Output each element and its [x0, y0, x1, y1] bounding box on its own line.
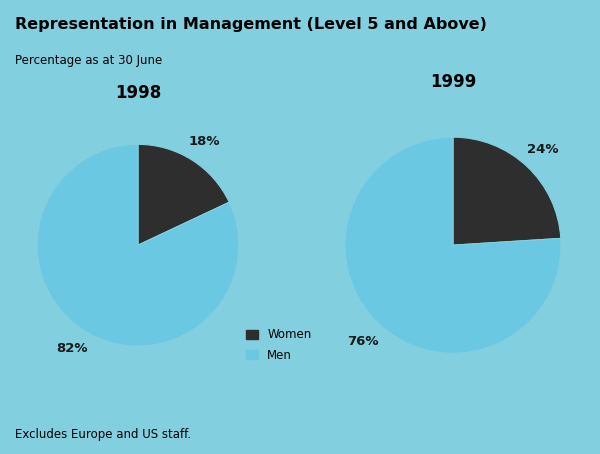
Text: 24%: 24% [527, 143, 559, 156]
Wedge shape [345, 137, 561, 353]
Text: Excludes Europe and US staff.: Excludes Europe and US staff. [15, 428, 191, 440]
Wedge shape [138, 144, 229, 245]
Wedge shape [37, 144, 239, 346]
Text: 1999: 1999 [430, 73, 476, 91]
Text: Percentage as at 30 June: Percentage as at 30 June [15, 54, 162, 67]
Text: 76%: 76% [347, 335, 379, 348]
Text: 18%: 18% [188, 135, 220, 148]
Text: 82%: 82% [56, 342, 88, 355]
Text: Representation in Management (Level 5 and Above): Representation in Management (Level 5 an… [15, 17, 487, 32]
Wedge shape [453, 137, 561, 245]
Legend: Women, Men: Women, Men [246, 329, 311, 361]
Text: 1998: 1998 [115, 84, 161, 102]
